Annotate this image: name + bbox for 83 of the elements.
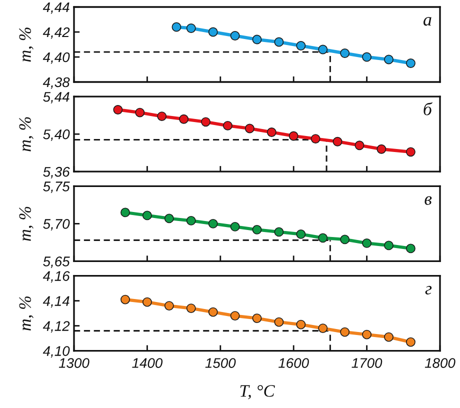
point: [208, 27, 218, 37]
x-tick-label: 1300: [58, 358, 90, 368]
point: [318, 233, 328, 243]
x-tick-label: 1500: [205, 358, 236, 368]
point: [179, 114, 189, 124]
point: [222, 120, 232, 130]
chart-title: б: [424, 102, 432, 116]
point: [340, 327, 350, 337]
y-tick-label: 5,44: [43, 92, 70, 104]
y-axis-title: m, %: [19, 117, 34, 152]
y-tick-label: 5,40: [43, 129, 70, 141]
point: [384, 54, 394, 64]
y-tick-label: 4,44: [42, 2, 70, 14]
point: [230, 31, 240, 40]
point: [164, 214, 174, 224]
point: [288, 131, 298, 141]
chart-title: г: [425, 286, 432, 295]
x-tick-label: 1400: [132, 358, 163, 368]
point: [274, 317, 284, 327]
point: [296, 320, 306, 330]
point: [362, 238, 372, 248]
point: [384, 332, 394, 342]
point: [318, 324, 328, 334]
point: [332, 136, 342, 146]
point: [384, 240, 394, 250]
point: [120, 208, 130, 218]
point: [142, 210, 152, 220]
x-tick-label: 1700: [352, 358, 382, 368]
point: [274, 37, 284, 47]
point: [406, 58, 416, 68]
point: [186, 304, 196, 314]
y-tick-label: 5,70: [43, 219, 70, 231]
point: [274, 227, 284, 237]
point: [201, 117, 210, 127]
y-tick-label: 5,36: [43, 166, 70, 178]
point: [135, 108, 145, 118]
point: [230, 311, 240, 321]
point: [252, 224, 262, 234]
y-tick-label: 4,12: [42, 321, 70, 333]
y-tick-label: 4,42: [42, 27, 70, 39]
point: [244, 124, 254, 134]
y-tick-label: 5,75: [43, 182, 70, 194]
point: [406, 244, 416, 254]
y-tick-label: 4,14: [42, 296, 70, 308]
y-axis-title: m, %: [19, 28, 34, 62]
point: [340, 234, 350, 244]
point: [266, 128, 276, 137]
point: [113, 105, 123, 114]
point: [120, 294, 130, 304]
point: [406, 147, 416, 157]
chart-title: а: [424, 17, 432, 26]
point: [157, 112, 167, 122]
point: [310, 134, 320, 144]
point: [252, 34, 262, 44]
chart-title: в: [424, 196, 432, 205]
y-axis-title: m, %: [19, 206, 34, 241]
point: [142, 297, 152, 307]
point: [296, 229, 306, 239]
point: [230, 222, 240, 232]
y-tick-label: 4,10: [42, 346, 70, 358]
point: [362, 330, 372, 340]
point: [164, 301, 174, 311]
y-tick-label: 4,16: [42, 271, 70, 283]
point: [354, 140, 364, 150]
point: [296, 41, 306, 50]
y-axis-title: m, %: [19, 296, 34, 331]
point: [186, 216, 196, 226]
point: [340, 48, 350, 58]
x-tick-label: 1800: [424, 358, 456, 368]
x-axis-title: T, °C: [240, 385, 275, 400]
point: [252, 314, 262, 324]
point: [376, 144, 386, 154]
point: [208, 218, 218, 228]
y-tick-label: 4,40: [42, 52, 70, 64]
point: [172, 22, 182, 32]
point: [208, 307, 218, 317]
point: [406, 337, 416, 347]
point: [362, 52, 372, 62]
point: [186, 24, 196, 33]
y-tick-label: 4,38: [42, 77, 70, 89]
point: [318, 44, 328, 54]
y-tick-label: 5,65: [43, 256, 70, 268]
x-tick-label: 1600: [278, 358, 309, 368]
